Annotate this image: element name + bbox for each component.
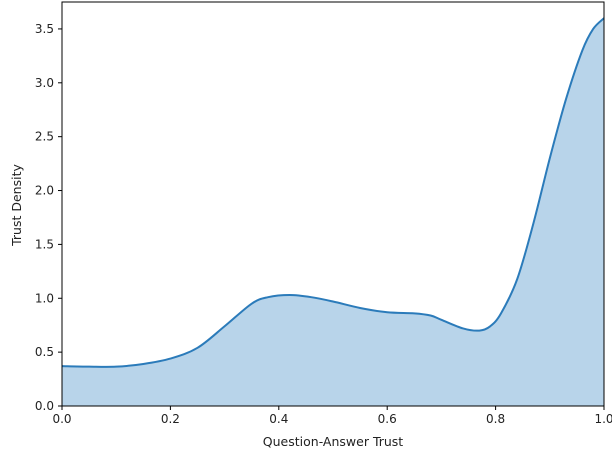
y-tick-label: 2.5 <box>35 130 54 144</box>
y-tick-label: 1.0 <box>35 291 54 305</box>
density-curve-line <box>62 17 604 368</box>
plot-area <box>62 17 604 406</box>
density-area-fill <box>62 18 604 406</box>
y-tick-label: 2.0 <box>35 184 54 198</box>
y-axis-label: Trust Density <box>9 164 24 247</box>
axes-frame <box>61 1 605 407</box>
x-tick-label: 0.8 <box>486 412 505 426</box>
x-tick-label: 0.4 <box>269 412 288 426</box>
y-tick-label: 3.5 <box>35 22 54 36</box>
y-tick-label: 0.5 <box>35 345 54 359</box>
x-tick-label: 0.6 <box>378 412 397 426</box>
axes: 0.0 0.2 0.4 0.6 0.8 1.0 0.0 0.5 1.0 1.5 2.0 2.5 3.0 3… <box>35 1 612 426</box>
y-tick-label: 0.0 <box>35 399 54 413</box>
x-tick-label: 0.0 <box>52 412 71 426</box>
y-tick-label: 3.0 <box>35 76 54 90</box>
y-tick-label: 1.5 <box>35 237 54 251</box>
x-tick-label: 1.0 <box>594 412 612 426</box>
x-axis-label: Question-Answer Trust <box>263 434 404 449</box>
x-tick-label: 0.2 <box>161 412 180 426</box>
